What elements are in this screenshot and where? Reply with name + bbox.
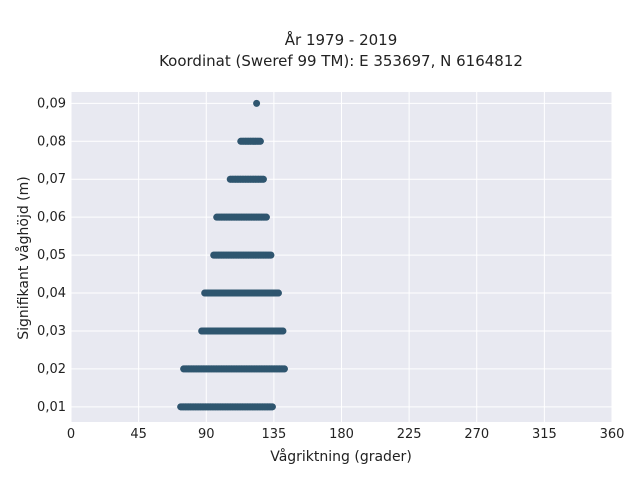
x-tick-label: 360 [600, 427, 625, 442]
point-band [180, 365, 288, 373]
x-tick-label: 270 [464, 427, 489, 442]
x-tick-label: 135 [261, 427, 286, 442]
chart-subtitle: Koordinat (Sweref 99 TM): E 353697, N 61… [159, 52, 523, 70]
x-tick-label: 180 [329, 427, 354, 442]
point-band [201, 289, 282, 297]
y-tick-label: 0,01 [37, 400, 66, 415]
data-point [279, 327, 287, 335]
data-point [259, 175, 267, 183]
y-tick-label: 0,04 [37, 286, 66, 301]
point-band [210, 251, 275, 259]
data-point [274, 289, 282, 297]
y-tick-label: 0,07 [37, 172, 66, 187]
data-point [256, 137, 264, 145]
point-band [226, 175, 267, 183]
x-tick-label: 45 [130, 427, 147, 442]
point-band [177, 403, 276, 411]
y-tick-label: 0,09 [37, 96, 66, 111]
x-tick-label: 315 [532, 427, 557, 442]
y-axis-label: Signifikant våghöjd (m) [15, 176, 32, 339]
chart-title: År 1979 - 2019 [285, 30, 398, 49]
y-tick-label: 0,05 [37, 248, 66, 263]
y-axis-ticks: 0,01 0,02 0,03 0,04 0,05 0,06 0,07 0,08 0,09 [37, 96, 66, 414]
data-point [262, 213, 270, 221]
y-tick-label: 0,02 [37, 362, 66, 377]
data-point [280, 365, 288, 373]
y-tick-label: 0,08 [37, 134, 66, 149]
data-point [267, 251, 275, 259]
x-tick-label: 90 [198, 427, 215, 442]
x-axis-ticks: 0 45 90 135 180 225 270 315 360 [67, 427, 625, 442]
x-axis-label: Vågriktning (grader) [270, 448, 412, 465]
grid-lines [70, 92, 613, 422]
point-band [237, 137, 264, 145]
point-band [253, 99, 261, 107]
y-tick-label: 0,06 [37, 210, 66, 225]
point-band [213, 213, 270, 221]
point-band [198, 327, 287, 335]
data-point [268, 403, 276, 411]
y-tick-label: 0,03 [37, 324, 66, 339]
data-points [177, 99, 288, 411]
x-tick-label: 0 [67, 427, 75, 442]
x-tick-label: 225 [397, 427, 422, 442]
data-point [253, 99, 261, 107]
